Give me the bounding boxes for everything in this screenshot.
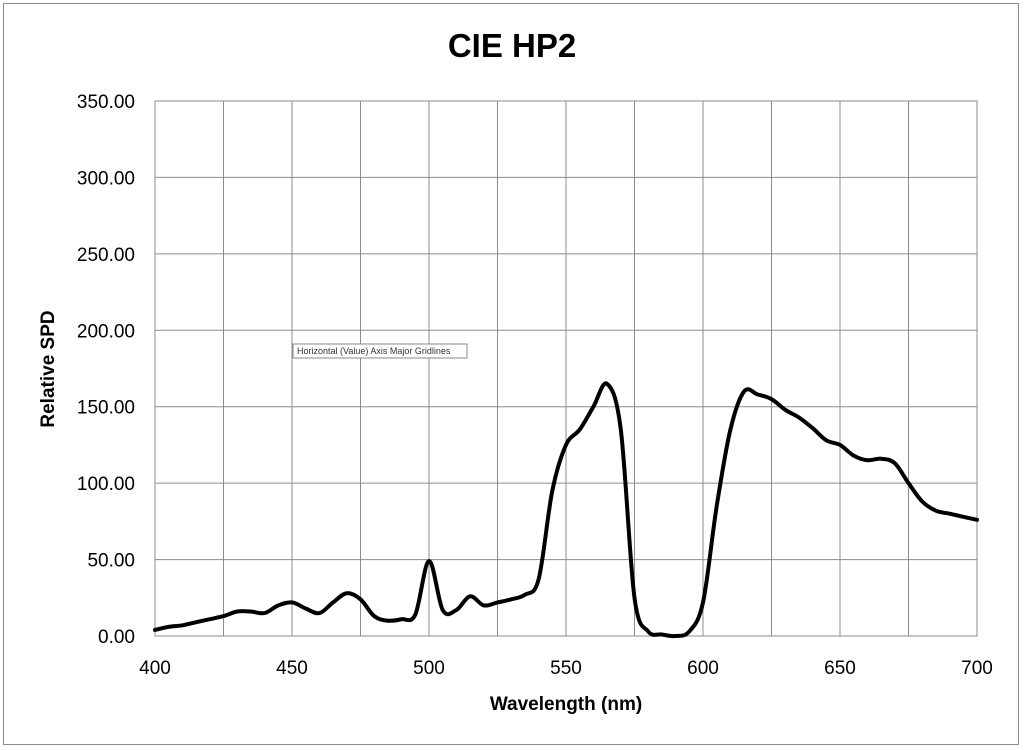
chart-title: CIE HP2 [448,27,576,64]
x-tick-label: 550 [550,658,582,679]
y-tick-label: 100.00 [77,474,135,495]
x-tick-label: 400 [139,658,171,679]
y-tick-label: 0.00 [98,627,135,648]
x-tick-label: 700 [961,658,993,679]
chart-frame [3,3,1019,745]
spd-series-line [153,381,979,639]
y-tick-label: 300.00 [77,168,135,189]
x-tick-label: 500 [413,658,445,679]
y-tick-label: 250.00 [77,245,135,266]
x-tick-label: 600 [687,658,719,679]
y-tick-label: 200.00 [77,321,135,342]
tick-labels: 0.00 50.00 100.00 150.00 200.00 250.00 300.00 3… [77,92,993,679]
x-tick-label: 650 [824,658,856,679]
tooltip-text: Horizontal (Value) Axis Major Gridlines [297,346,451,356]
gridlines [154,100,978,637]
tooltip-box [292,343,468,359]
x-tick-label: 450 [276,658,308,679]
y-tick-label: 50.00 [87,551,135,572]
series-layer [153,381,979,639]
y-tick-label: 350.00 [77,92,135,113]
y-axis-title: Relative SPD [38,310,59,427]
plot-area [154,100,978,637]
x-axis-title: Wavelength (nm) [490,694,642,715]
gridline-tooltip: Horizontal (Value) Axis Major Gridlines [292,343,468,359]
y-tick-label: 150.00 [77,398,135,419]
